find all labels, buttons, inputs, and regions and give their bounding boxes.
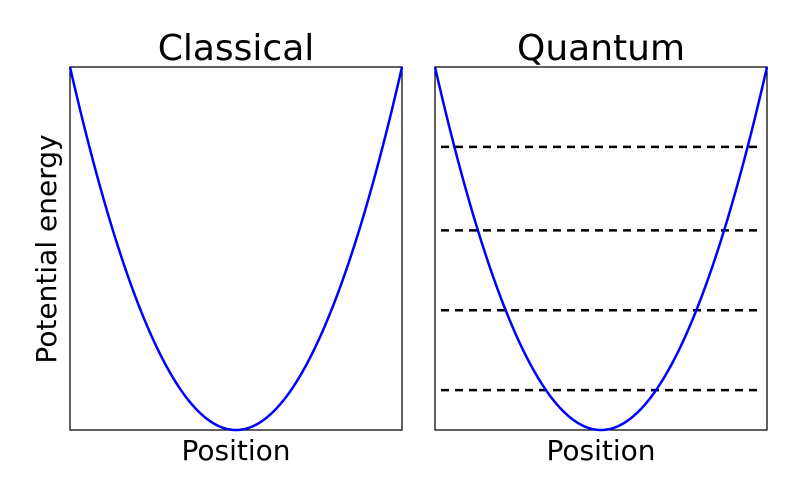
quantum-panel: Quantum Position — [433, 28, 769, 467]
energy-levels — [441, 145, 761, 392]
quantum-x-axis-label: Position — [546, 434, 655, 467]
quantum-title: Quantum — [517, 28, 685, 69]
classical-x-axis-label: Position — [181, 434, 290, 467]
classical-potential-curve — [68, 66, 404, 432]
classical-title: Classical — [158, 28, 315, 69]
quantum-potential-curve — [433, 66, 769, 432]
y-axis-label: Potential energy — [30, 134, 63, 363]
classical-panel: Classical Position Potential energy — [30, 28, 404, 467]
